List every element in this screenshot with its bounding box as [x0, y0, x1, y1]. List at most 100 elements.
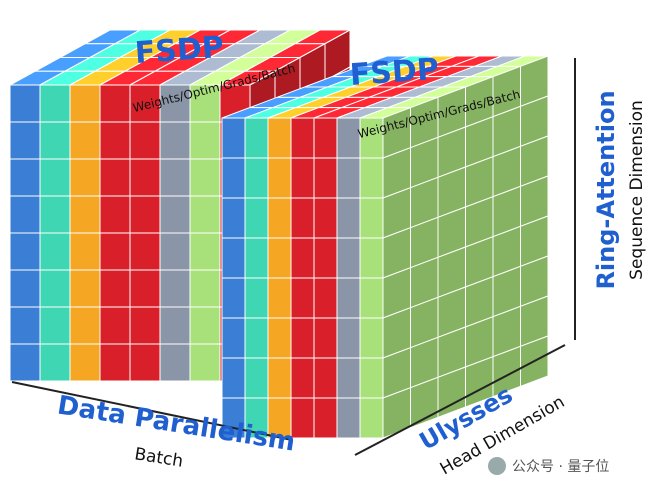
cube-front: [129, 195, 161, 234]
cube-front: [99, 269, 131, 308]
cube-front: [244, 117, 269, 159]
cube-front: [129, 269, 161, 308]
watermark: 公众号 · 量子位: [512, 459, 609, 475]
cube-front: [336, 117, 361, 159]
cube-front: [359, 157, 384, 199]
cube-front: [99, 343, 131, 382]
cube-front: [189, 158, 221, 197]
cube-front: [221, 357, 246, 399]
cube-front: [9, 195, 41, 234]
cube-front: [221, 157, 246, 199]
cube-front: [221, 117, 246, 159]
cube-front: [9, 306, 41, 345]
front-fsdp: FSDP: [349, 52, 440, 93]
cube-front: [159, 269, 191, 308]
cube-front: [39, 269, 71, 308]
cube-front: [336, 357, 361, 399]
cube-front: [39, 306, 71, 345]
horizontal-bracket: [11, 381, 293, 441]
cube-front: [159, 121, 191, 160]
cube-front: [290, 117, 315, 159]
cube-front: [336, 277, 361, 319]
cube-front: [359, 397, 384, 439]
vertical-label: Ring-Attention: [592, 90, 620, 289]
cube-front: [39, 158, 71, 197]
cube-front: [359, 277, 384, 319]
cube-front: [267, 357, 292, 399]
cube-front: [159, 343, 191, 382]
cube-front: [99, 158, 131, 197]
cube-front: [313, 277, 338, 319]
blocks: [9, 29, 549, 439]
cube-front: [189, 195, 221, 234]
cube-front: [244, 277, 269, 319]
cube-front: [290, 357, 315, 399]
cube-front: [313, 237, 338, 279]
cube-front: [244, 357, 269, 399]
cube-front: [290, 157, 315, 199]
cube-front: [189, 306, 221, 345]
cube-front: [336, 317, 361, 359]
cube-front: [313, 357, 338, 399]
cube-front: [290, 277, 315, 319]
cube-front: [359, 197, 384, 239]
cube-front: [336, 197, 361, 239]
cube-front: [159, 158, 191, 197]
cube-front: [313, 317, 338, 359]
cube-front: [267, 117, 292, 159]
cube-front: [69, 232, 101, 271]
cube-front: [267, 157, 292, 199]
cube-front: [189, 343, 221, 382]
cube-front: [290, 197, 315, 239]
cube-front: [39, 232, 71, 271]
cube-front: [9, 158, 41, 197]
horizontal-sublabel: Batch: [133, 444, 184, 471]
cube-front: [313, 157, 338, 199]
cube-front: [244, 237, 269, 279]
cube-front: [244, 317, 269, 359]
cube-front: [69, 158, 101, 197]
cube-front: [9, 269, 41, 308]
cube-front: [69, 269, 101, 308]
cube-front: [221, 237, 246, 279]
vertical-sublabel: Sequence Dimension: [627, 100, 647, 280]
cube-front: [267, 197, 292, 239]
cube-front: [39, 84, 71, 123]
cube-front: [129, 232, 161, 271]
cube-front: [69, 306, 101, 345]
cube-front: [39, 195, 71, 234]
cube-front: [336, 397, 361, 439]
cube-front: [189, 232, 221, 271]
cube-front: [129, 343, 161, 382]
cube-front: [69, 84, 101, 123]
cube-front: [99, 121, 131, 160]
cube-front: [39, 121, 71, 160]
cube-front: [129, 306, 161, 345]
cube-front: [267, 317, 292, 359]
cube-front: [159, 195, 191, 234]
cube-front: [244, 197, 269, 239]
cube-front: [99, 232, 131, 271]
cube-front: [69, 195, 101, 234]
cube-front: [336, 157, 361, 199]
cube-front: [359, 237, 384, 279]
cube-front: [313, 197, 338, 239]
cube-front: [244, 157, 269, 199]
cube-front: [99, 195, 131, 234]
cube-front: [189, 269, 221, 308]
cube-front: [159, 232, 191, 271]
cube-front: [9, 343, 41, 382]
cube-front: [39, 343, 71, 382]
cube-front: [221, 277, 246, 319]
cube-front: [99, 84, 131, 123]
cube-front: [9, 121, 41, 160]
cube-front: [359, 357, 384, 399]
cube-front: [336, 237, 361, 279]
cube-front: [69, 121, 101, 160]
depth-bracket: [354, 344, 566, 456]
cube-front: [189, 121, 221, 160]
cube-front: [9, 84, 41, 123]
cube-front: [359, 317, 384, 359]
cube-front: [290, 317, 315, 359]
